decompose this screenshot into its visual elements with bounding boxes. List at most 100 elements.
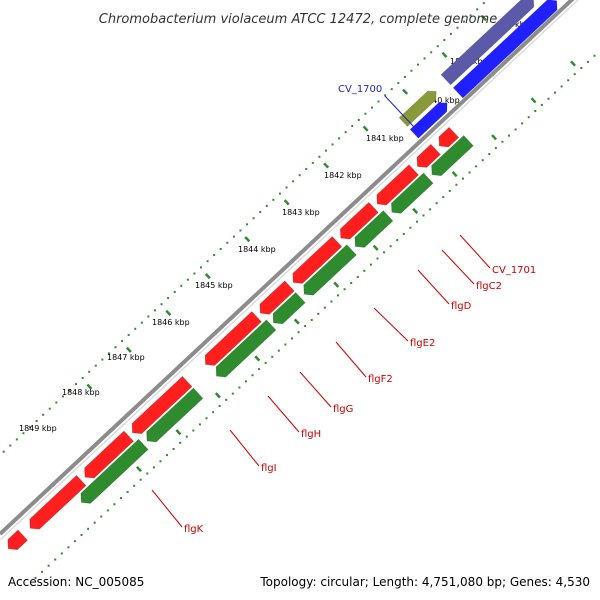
- outer-dot: [2, 450, 5, 453]
- inner-dot: [67, 546, 70, 549]
- inner-dot: [251, 374, 254, 377]
- outer-dot: [127, 333, 130, 336]
- outer-dot: [114, 346, 117, 349]
- inner-dot: [152, 466, 155, 469]
- outer-dot: [134, 327, 137, 330]
- gene-feature: [303, 244, 357, 296]
- kbp-tick-label: 1840 kbp: [422, 96, 460, 105]
- outer-dash: [86, 383, 93, 390]
- gene-label: flgK: [184, 524, 204, 535]
- outer-dot: [121, 340, 124, 343]
- reverse-cds: [259, 280, 295, 315]
- reverse-cds: [376, 164, 419, 206]
- outer-dot: [252, 217, 255, 220]
- leader-line: [373, 307, 409, 342]
- reverse-cds: [7, 529, 29, 551]
- outer-dot: [417, 63, 420, 66]
- inner-dot: [356, 275, 359, 278]
- inner-dot: [330, 300, 333, 303]
- gene-label: flgD: [451, 301, 472, 312]
- inner-dot: [337, 294, 340, 297]
- inner-dot: [527, 116, 530, 119]
- inner-dot: [133, 484, 136, 487]
- inner-dot: [488, 153, 491, 156]
- outer-dot: [246, 223, 249, 226]
- outer-dot: [94, 364, 97, 367]
- inner-dot: [258, 368, 261, 371]
- outer-dot: [153, 309, 156, 312]
- inner-dot: [422, 214, 425, 217]
- outer-dot: [357, 118, 360, 121]
- outer-dash: [283, 199, 290, 206]
- outer-dot: [15, 438, 18, 441]
- gene-label: CV_1701: [492, 265, 536, 276]
- gene-feature: [80, 438, 149, 504]
- outer-dot: [443, 39, 446, 42]
- reverse-cds: [339, 201, 379, 240]
- kbp-tick-label: 1842 kbp: [324, 171, 362, 180]
- outer-dot: [259, 211, 262, 214]
- inner-dot: [376, 257, 379, 260]
- kbp-tick-label: 1849 kbp: [19, 424, 57, 433]
- kbp-tick-label: 1848 kbp: [62, 388, 100, 397]
- inner-dot: [323, 306, 326, 309]
- inner-dot: [159, 460, 162, 463]
- inner-dot: [284, 343, 287, 346]
- inner-dot: [119, 497, 122, 500]
- inner-dot: [389, 245, 392, 248]
- gene-tick-dashes: [86, 14, 576, 473]
- reverse-cds: [416, 143, 441, 168]
- outer-dot: [403, 75, 406, 78]
- inner-dot: [218, 404, 221, 407]
- leader-line: [335, 341, 367, 378]
- inner-dot: [290, 337, 293, 340]
- leader-line: [229, 429, 260, 467]
- outer-dash: [165, 309, 172, 316]
- inner-dot: [304, 325, 307, 328]
- outer-dot: [29, 426, 32, 429]
- outer-dot: [35, 419, 38, 422]
- leader-line: [441, 249, 475, 285]
- genome-summary: Topology: circular; Length: 4,751,080 bp…: [259, 575, 590, 589]
- outer-dot: [48, 407, 51, 410]
- gene-dash: [175, 429, 182, 436]
- inner-dot: [297, 331, 300, 334]
- inner-dot: [179, 441, 182, 444]
- inner-dot: [205, 417, 208, 420]
- inner-dot: [402, 232, 405, 235]
- inner-dot: [547, 97, 550, 100]
- forward-cds: [452, 0, 558, 99]
- inner-dot: [560, 85, 563, 88]
- gene-dash: [412, 207, 419, 215]
- inner-dot: [212, 411, 215, 414]
- outer-dash: [323, 162, 330, 169]
- outer-dot: [88, 370, 91, 373]
- accession-label: Accession: NC_005085: [8, 575, 144, 589]
- inner-dot: [192, 429, 195, 432]
- gene-feature: [354, 210, 394, 248]
- outer-dot: [22, 432, 25, 435]
- inner-dot: [80, 533, 83, 536]
- genome-backbone-highlight: [0, 0, 579, 541]
- map-title: Chromobacterium violaceum ATCC 12472, co…: [99, 12, 497, 27]
- outer-dot: [463, 20, 466, 23]
- reverse-cds: [204, 311, 262, 366]
- inner-dot: [231, 392, 234, 395]
- outer-dot: [226, 241, 229, 244]
- outer-dot: [456, 26, 459, 29]
- inner-dot: [87, 527, 90, 530]
- outer-dot: [173, 290, 176, 293]
- inner-dot: [501, 140, 504, 143]
- inner-dot: [494, 146, 497, 149]
- gene-labels: CV_1700 CV_1701 flgC2 flgD flgE2 flgF2 flgG flg…: [184, 84, 536, 535]
- inner-dot: [60, 552, 63, 555]
- outer-dot: [107, 352, 110, 355]
- inner-dot: [54, 558, 57, 561]
- inner-tick-dots: [34, 54, 596, 579]
- outer-dot: [200, 266, 203, 269]
- outer-dot: [68, 389, 71, 392]
- outer-dot: [364, 112, 367, 115]
- outer-dot: [285, 186, 288, 189]
- leader-line: [459, 234, 491, 269]
